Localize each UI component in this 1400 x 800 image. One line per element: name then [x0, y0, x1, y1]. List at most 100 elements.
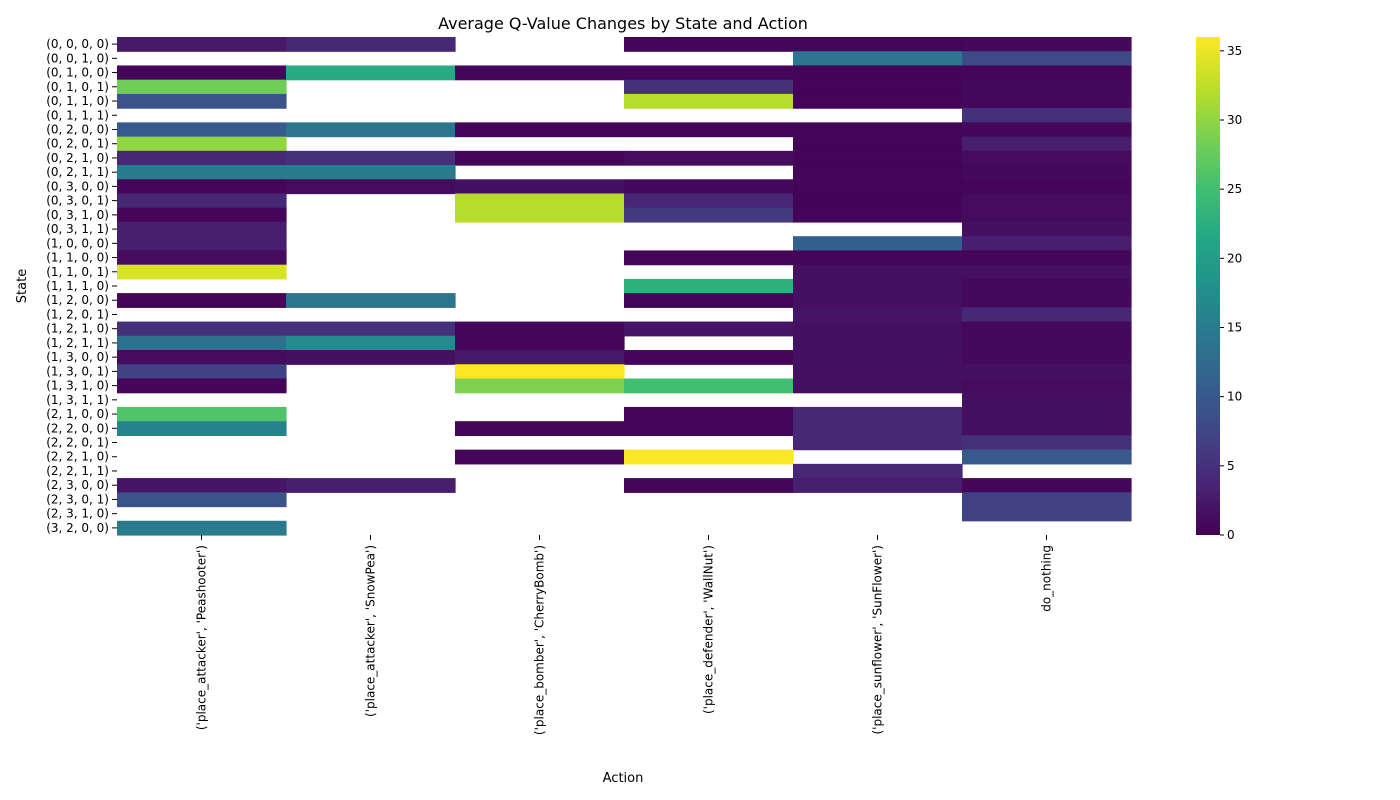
colorbar-tick-label: 15: [1227, 321, 1242, 335]
x-tick-label: ('place_sunflower', 'SunFlower'): [871, 545, 885, 735]
heatmap-cell: [624, 350, 794, 365]
heatmap-cell: [286, 165, 456, 180]
heatmap-cell: [117, 250, 287, 266]
heatmap-cell: [962, 350, 1132, 365]
y-tick-label: (1, 1, 0, 0): [46, 251, 109, 265]
colorbar: 0 5 10 15 20 25 30 35: [1196, 37, 1242, 542]
heatmap-cell: [962, 421, 1132, 436]
heatmap-cell: [286, 321, 456, 337]
heatmap-cell: [962, 264, 1132, 280]
colorbar-tick-label: 0: [1227, 528, 1235, 542]
heatmap-cell: [962, 165, 1132, 180]
heatmap-cell: [117, 421, 287, 436]
heatmap-cell: [962, 250, 1132, 266]
y-tick-label: (1, 0, 0, 0): [46, 236, 109, 250]
heatmap-cell: [962, 478, 1132, 493]
x-tick-label: ('place_defender', 'WallNut'): [702, 545, 716, 714]
colorbar-tick-label: 10: [1227, 390, 1242, 404]
y-tick-label: (1, 3, 1, 1): [46, 393, 109, 407]
y-tick-label: (1, 2, 1, 1): [46, 336, 109, 350]
heatmap-cell: [286, 350, 456, 365]
heatmap-cell: [793, 278, 963, 294]
heatmap-cell: [455, 122, 625, 138]
heatmap-cell: [117, 193, 287, 209]
x-tick-label: ('place_attacker', 'SnowPea'): [364, 545, 378, 717]
heatmap-cell: [117, 179, 287, 195]
y-tick-label: (0, 2, 0, 1): [46, 137, 109, 151]
y-tick-label: (1, 2, 0, 0): [46, 293, 109, 307]
heatmap-cell: [624, 150, 794, 166]
heatmap-cell: [962, 435, 1132, 451]
y-tick-label: (2, 3, 0, 0): [46, 478, 109, 492]
heatmap-cell: [624, 122, 794, 138]
heatmap-cell: [117, 150, 287, 166]
heatmap-cell: [793, 264, 963, 280]
x-tick-label: ('place_attacker', 'Peashooter'): [195, 545, 209, 730]
heatmap-cell: [793, 250, 963, 266]
y-tick-label: (0, 1, 0, 0): [46, 66, 109, 80]
heatmap-cell: [286, 478, 456, 493]
heatmap-cell: [962, 37, 1132, 52]
heatmap-cell: [455, 350, 625, 365]
heatmap-cell: [962, 150, 1132, 166]
heatmap-cell: [117, 364, 287, 380]
heatmap-cell: [455, 207, 625, 223]
heatmap-cell: [624, 37, 794, 52]
heatmap-cell: [624, 421, 794, 436]
heatmap-cell: [793, 378, 963, 394]
heatmap-cell: [793, 179, 963, 195]
heatmap-cell: [455, 65, 625, 81]
heatmap-cell: [455, 364, 625, 380]
heatmap-cell: [962, 221, 1132, 237]
heatmap-cell: [286, 293, 456, 308]
y-tick-label: (0, 3, 1, 0): [46, 208, 109, 222]
heatmap-cell: [624, 207, 794, 223]
y-tick-label: (1, 3, 0, 0): [46, 350, 109, 364]
heatmap-cell: [793, 463, 963, 479]
colorbar-tick-label: 5: [1227, 459, 1235, 473]
y-tick-label: (2, 3, 1, 0): [46, 507, 109, 521]
heatmap-cell: [962, 65, 1132, 81]
heatmap-cell: [793, 122, 963, 138]
heatmap-cell: [117, 79, 287, 95]
heatmap-cell: [117, 65, 287, 81]
heatmap-cell: [117, 93, 287, 109]
heatmap-cell: [624, 406, 794, 422]
y-tick-label: (0, 0, 1, 0): [46, 51, 109, 65]
heatmap-cell: [117, 335, 287, 351]
heatmap-cell: [962, 392, 1132, 408]
heatmap-cell: [624, 478, 794, 493]
heatmap-cell: [962, 278, 1132, 294]
heatmap-cell: [962, 293, 1132, 308]
heatmap-cell: [117, 520, 287, 536]
heatmap-cell: [793, 236, 963, 252]
heatmap-cell: [286, 37, 456, 52]
y-tick-label: (2, 1, 0, 0): [46, 407, 109, 421]
heatmap-cell: [117, 207, 287, 223]
y-tick-label: (0, 2, 0, 0): [46, 122, 109, 136]
heatmap-cell: [793, 193, 963, 209]
heatmap-cell: [962, 207, 1132, 223]
y-axis: (0, 0, 0, 0)(0, 0, 1, 0)(0, 1, 0, 0)(0, …: [46, 37, 117, 535]
heatmap-cell: [793, 421, 963, 436]
heatmap-cell: [624, 65, 794, 81]
heatmap-cell: [962, 449, 1132, 465]
heatmap-cell: [962, 236, 1132, 252]
y-tick-label: (1, 1, 1, 0): [46, 279, 109, 293]
heatmap-cell: [117, 165, 287, 180]
heatmap-cell: [962, 193, 1132, 209]
heatmap-cell: [793, 350, 963, 365]
heatmap-cell: [455, 335, 625, 351]
heatmap-cells: [117, 37, 1132, 536]
heatmap-cell: [117, 378, 287, 394]
heatmap-cell: [793, 37, 963, 52]
y-tick-label: (1, 3, 0, 1): [46, 364, 109, 378]
heatmap-cell: [117, 492, 287, 508]
heatmap-cell: [793, 307, 963, 323]
heatmap-cell: [793, 435, 963, 451]
heatmap-cell: [962, 108, 1132, 123]
x-tick-label: do_nothing: [1040, 545, 1054, 612]
heatmap-cell: [117, 406, 287, 422]
heatmap-cell: [455, 449, 625, 465]
